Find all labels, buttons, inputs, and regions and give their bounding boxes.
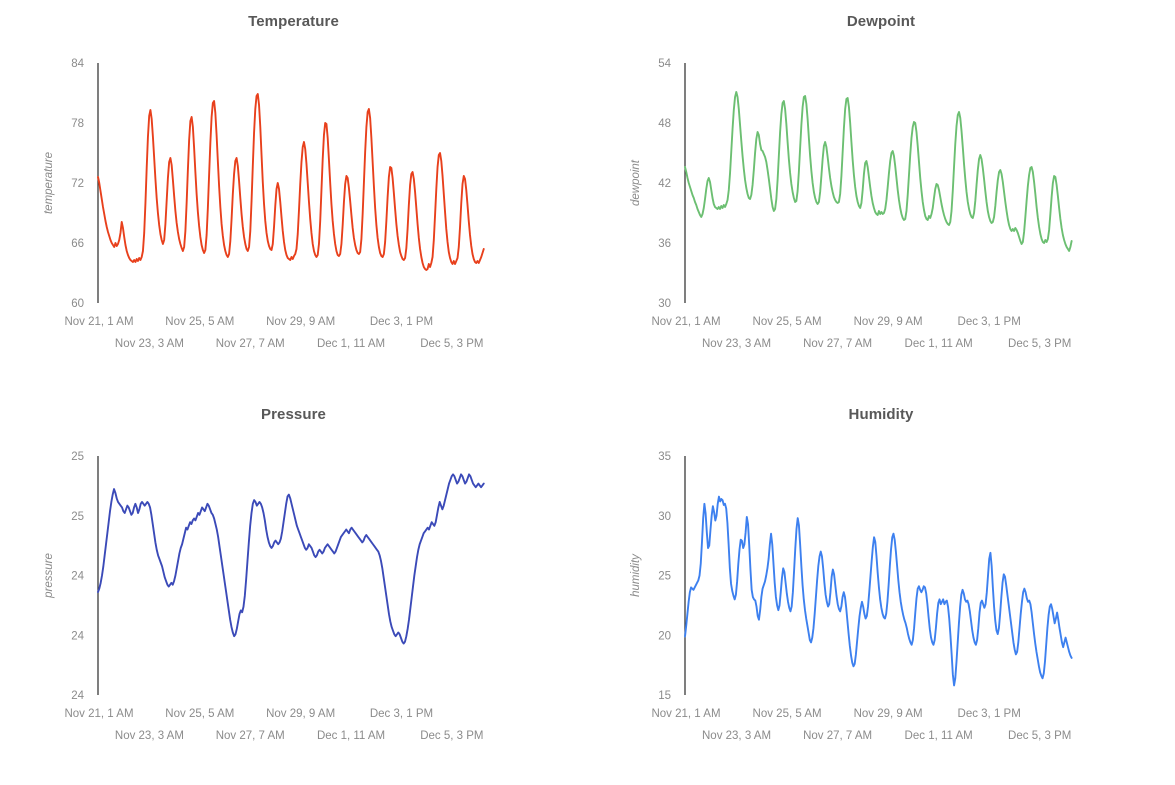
y-tick-label: 24 bbox=[71, 571, 84, 583]
x-tick-label: Nov 29, 9 AM bbox=[266, 708, 335, 720]
x-tick-label: Nov 25, 5 AM bbox=[753, 708, 822, 720]
chart-panel-pressure[interactable]: Pressure 25 25 24 24 24 pressure Nov 21, 1 AM N… bbox=[0, 393, 587, 785]
y-tick-label: 20 bbox=[658, 630, 671, 642]
chart-panel-temperature[interactable]: Temperature 84 78 72 66 60 temperature Nov 21,… bbox=[0, 0, 587, 393]
y-tick-label: 25 bbox=[658, 571, 671, 583]
y-tick-label: 30 bbox=[658, 298, 671, 310]
y-tick-label: 30 bbox=[658, 511, 671, 523]
y-tick-label: 25 bbox=[71, 511, 84, 523]
y-tick-label: 78 bbox=[71, 118, 84, 130]
y-tick-label: 36 bbox=[658, 238, 671, 250]
x-tick-label: Dec 3, 1 PM bbox=[370, 708, 433, 720]
x-tick-label: Nov 25, 5 AM bbox=[753, 316, 822, 328]
x-tick-label: Nov 23, 3 AM bbox=[115, 338, 184, 350]
x-tick-label: Nov 27, 7 AM bbox=[803, 730, 872, 742]
y-axis-title: pressure bbox=[43, 553, 55, 599]
y-tick-label: 35 bbox=[658, 451, 671, 463]
y-tick-label: 42 bbox=[658, 178, 671, 190]
y-tick-label: 60 bbox=[71, 298, 84, 310]
y-tick-label: 15 bbox=[658, 690, 671, 702]
chart-svg-dewpoint[interactable]: 54 48 42 36 30 dewpoint Nov 21, 1 AM Nov 23, 3 … bbox=[587, 0, 1175, 393]
x-tick-label: Nov 29, 9 AM bbox=[854, 316, 923, 328]
series-line-dewpoint[interactable] bbox=[684, 91, 1073, 252]
x-tick-label: Nov 21, 1 AM bbox=[651, 316, 720, 328]
x-tick-label: Nov 25, 5 AM bbox=[165, 708, 234, 720]
y-tick-label: 72 bbox=[71, 178, 84, 190]
y-tick-label: 54 bbox=[658, 58, 671, 70]
x-tick-label: Dec 3, 1 PM bbox=[958, 708, 1021, 720]
chart-title-pressure: Pressure bbox=[260, 406, 326, 423]
chart-svg-temperature[interactable]: 84 78 72 66 60 temperature Nov 21, 1 AM Nov 23,… bbox=[0, 0, 587, 393]
y-axis-title: dewpoint bbox=[630, 159, 642, 206]
y-tick-label: 84 bbox=[71, 58, 84, 70]
y-tick-label: 24 bbox=[71, 690, 84, 702]
y-tick-label: 25 bbox=[71, 451, 84, 463]
chart-title-dewpoint: Dewpoint bbox=[846, 13, 916, 30]
chart-svg-humidity[interactable]: 35 30 25 20 15 humidity Nov 21, 1 AM Nov 23, 3 … bbox=[587, 393, 1175, 785]
x-tick-label: Dec 5, 3 PM bbox=[1008, 338, 1071, 350]
x-tick-label: Dec 1, 11 AM bbox=[905, 730, 973, 742]
x-tick-label: Nov 27, 7 AM bbox=[216, 730, 285, 742]
chart-title-temperature: Temperature bbox=[248, 13, 339, 30]
y-tick-label: 24 bbox=[71, 630, 84, 642]
chart-title-humidity: Humidity bbox=[848, 406, 914, 423]
chart-panel-humidity[interactable]: Humidity 35 30 25 20 15 humidity Nov 21, 1 AM N… bbox=[587, 393, 1175, 785]
x-tick-label: Nov 23, 3 AM bbox=[702, 730, 771, 742]
x-tick-label: Dec 5, 3 PM bbox=[420, 730, 483, 742]
series-line-temperature[interactable] bbox=[97, 93, 485, 271]
x-tick-label: Nov 21, 1 AM bbox=[64, 708, 133, 720]
series-line-humidity[interactable] bbox=[684, 495, 1073, 687]
x-tick-label: Nov 29, 9 AM bbox=[266, 316, 335, 328]
x-tick-label: Nov 27, 7 AM bbox=[216, 338, 285, 350]
y-tick-label: 48 bbox=[658, 118, 671, 130]
x-tick-label: Dec 3, 1 PM bbox=[958, 316, 1021, 328]
x-tick-label: Dec 1, 11 AM bbox=[317, 338, 385, 350]
x-tick-label: Dec 1, 11 AM bbox=[317, 730, 385, 742]
y-tick-label: 66 bbox=[71, 238, 84, 250]
x-tick-label: Dec 5, 3 PM bbox=[420, 338, 483, 350]
x-tick-label: Nov 21, 1 AM bbox=[651, 708, 720, 720]
series-line-pressure[interactable] bbox=[97, 473, 485, 645]
x-tick-label: Nov 25, 5 AM bbox=[165, 316, 234, 328]
x-tick-label: Nov 23, 3 AM bbox=[702, 338, 771, 350]
y-axis-title: humidity bbox=[630, 553, 642, 597]
x-tick-label: Dec 5, 3 PM bbox=[1008, 730, 1071, 742]
x-tick-label: Nov 27, 7 AM bbox=[803, 338, 872, 350]
x-tick-label: Nov 21, 1 AM bbox=[64, 316, 133, 328]
x-tick-label: Dec 3, 1 PM bbox=[370, 316, 433, 328]
x-tick-label: Dec 1, 11 AM bbox=[905, 338, 973, 350]
chart-panel-dewpoint[interactable]: Dewpoint 54 48 42 36 30 dewpoint Nov 21, 1 AM N… bbox=[587, 0, 1175, 393]
x-tick-label: Nov 29, 9 AM bbox=[854, 708, 923, 720]
x-tick-label: Nov 23, 3 AM bbox=[115, 730, 184, 742]
y-axis-title: temperature bbox=[43, 152, 55, 214]
chart-svg-pressure[interactable]: 25 25 24 24 24 pressure Nov 21, 1 AM Nov 23, 3 … bbox=[0, 393, 587, 785]
